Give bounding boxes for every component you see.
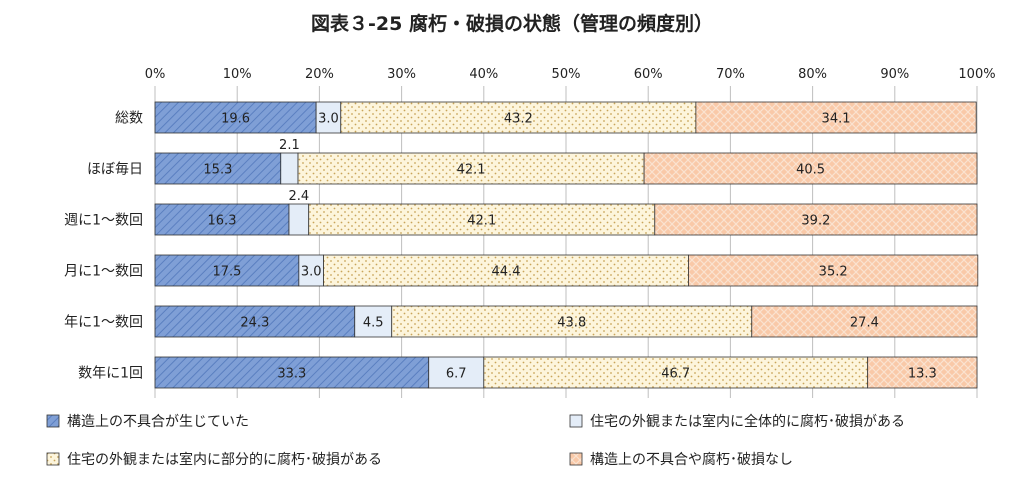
data-label: 43.2 — [504, 112, 533, 127]
bar-segment — [688, 254, 979, 287]
x-tick-label: 20% — [305, 67, 334, 82]
bar-segment — [154, 356, 430, 389]
data-label: 17.5 — [212, 265, 241, 280]
bar-segment — [695, 101, 977, 134]
legend-swatch — [569, 452, 583, 466]
data-label: 42.1 — [457, 163, 486, 178]
bar-segment — [751, 305, 978, 338]
data-label: 34.1 — [822, 112, 851, 127]
data-label: 35.2 — [819, 265, 848, 280]
bar-segment — [354, 305, 393, 338]
category-label: 週に1～数回 — [64, 213, 143, 229]
x-tick-label: 70% — [716, 67, 745, 82]
x-tick-label: 80% — [798, 67, 827, 82]
legend-swatch — [569, 414, 583, 428]
x-tick-label: 30% — [387, 67, 416, 82]
data-label: 3.0 — [318, 112, 339, 127]
legend-label: 住宅の外観または室内に部分的に腐朽･破損がある — [67, 451, 382, 468]
bar-segment — [280, 152, 299, 185]
legend-swatch — [46, 414, 60, 428]
data-label: 27.4 — [850, 316, 879, 331]
legend-swatch — [46, 452, 60, 466]
bar-segment — [308, 203, 656, 236]
data-label: 13.3 — [908, 367, 937, 382]
data-label: 33.3 — [277, 367, 306, 382]
category-label: 数年に1回 — [78, 366, 143, 382]
bar-segment — [643, 152, 978, 185]
legend-label: 住宅の外観または室内に全体的に腐朽･破損がある — [590, 413, 905, 430]
bar-segment — [391, 305, 753, 338]
x-tick-label: 60% — [634, 67, 663, 82]
value-labels: 19.6 3.0 43.2 34.1 15.3 2.1 42.1 40.5 16.3 2.4 42.… — [203, 112, 936, 382]
x-axis-ticks: 0% 10% 20% 30% 40% 50% 60% 70% 80% 90% 100% — [145, 67, 996, 82]
x-tick-label: 40% — [469, 67, 498, 82]
data-label: 6.7 — [446, 367, 467, 382]
category-label: 総数 — [115, 111, 143, 127]
x-tick-label: 10% — [223, 67, 252, 82]
data-label: 39.2 — [801, 214, 830, 229]
bar-segment — [288, 203, 310, 236]
data-label: 16.3 — [208, 214, 237, 229]
bars — [154, 101, 979, 389]
data-label: 19.6 — [221, 112, 250, 127]
data-label: 15.3 — [203, 163, 232, 178]
data-label: 2.1 — [279, 138, 300, 153]
bar-segment — [154, 305, 356, 338]
legend: 構造上の不具合が生じていた 住宅の外観または室内に全体的に腐朽･破損がある住宅の外… — [46, 413, 905, 468]
x-tick-label: 50% — [552, 67, 581, 82]
bar-segment — [315, 101, 342, 134]
data-label: 46.7 — [661, 367, 690, 382]
data-label: 40.5 — [796, 163, 825, 178]
data-label: 4.5 — [363, 316, 384, 331]
data-label: 24.3 — [240, 316, 269, 331]
data-label: 42.1 — [467, 214, 496, 229]
chart-title: 図表３-25 腐朽・破損の状態（管理の頻度別） — [311, 12, 713, 35]
bar-segment — [483, 356, 869, 389]
bar-segment — [154, 101, 317, 134]
bar-segment — [154, 254, 300, 287]
bar-segment — [297, 152, 645, 185]
category-label: ほぼ毎日 — [87, 162, 143, 178]
grid-layer — [154, 86, 978, 398]
x-tick-label: 100% — [958, 67, 995, 82]
category-label: 月に1～数回 — [64, 264, 143, 280]
bar-segment — [154, 152, 282, 185]
category-label: 年に1～数回 — [64, 315, 143, 331]
bar-segment — [154, 203, 290, 236]
x-tick-label: 0% — [145, 67, 166, 82]
x-tick-label: 90% — [880, 67, 909, 82]
data-label: 44.4 — [492, 265, 521, 280]
legend-label: 構造上の不具合や腐朽･破損なし — [590, 451, 793, 468]
bar-segment — [867, 356, 978, 389]
data-label: 2.4 — [289, 189, 310, 204]
data-label: 3.0 — [301, 265, 322, 280]
legend-label: 構造上の不具合が生じていた — [67, 414, 249, 430]
data-label: 43.8 — [557, 316, 586, 331]
bar-segment — [654, 203, 978, 236]
